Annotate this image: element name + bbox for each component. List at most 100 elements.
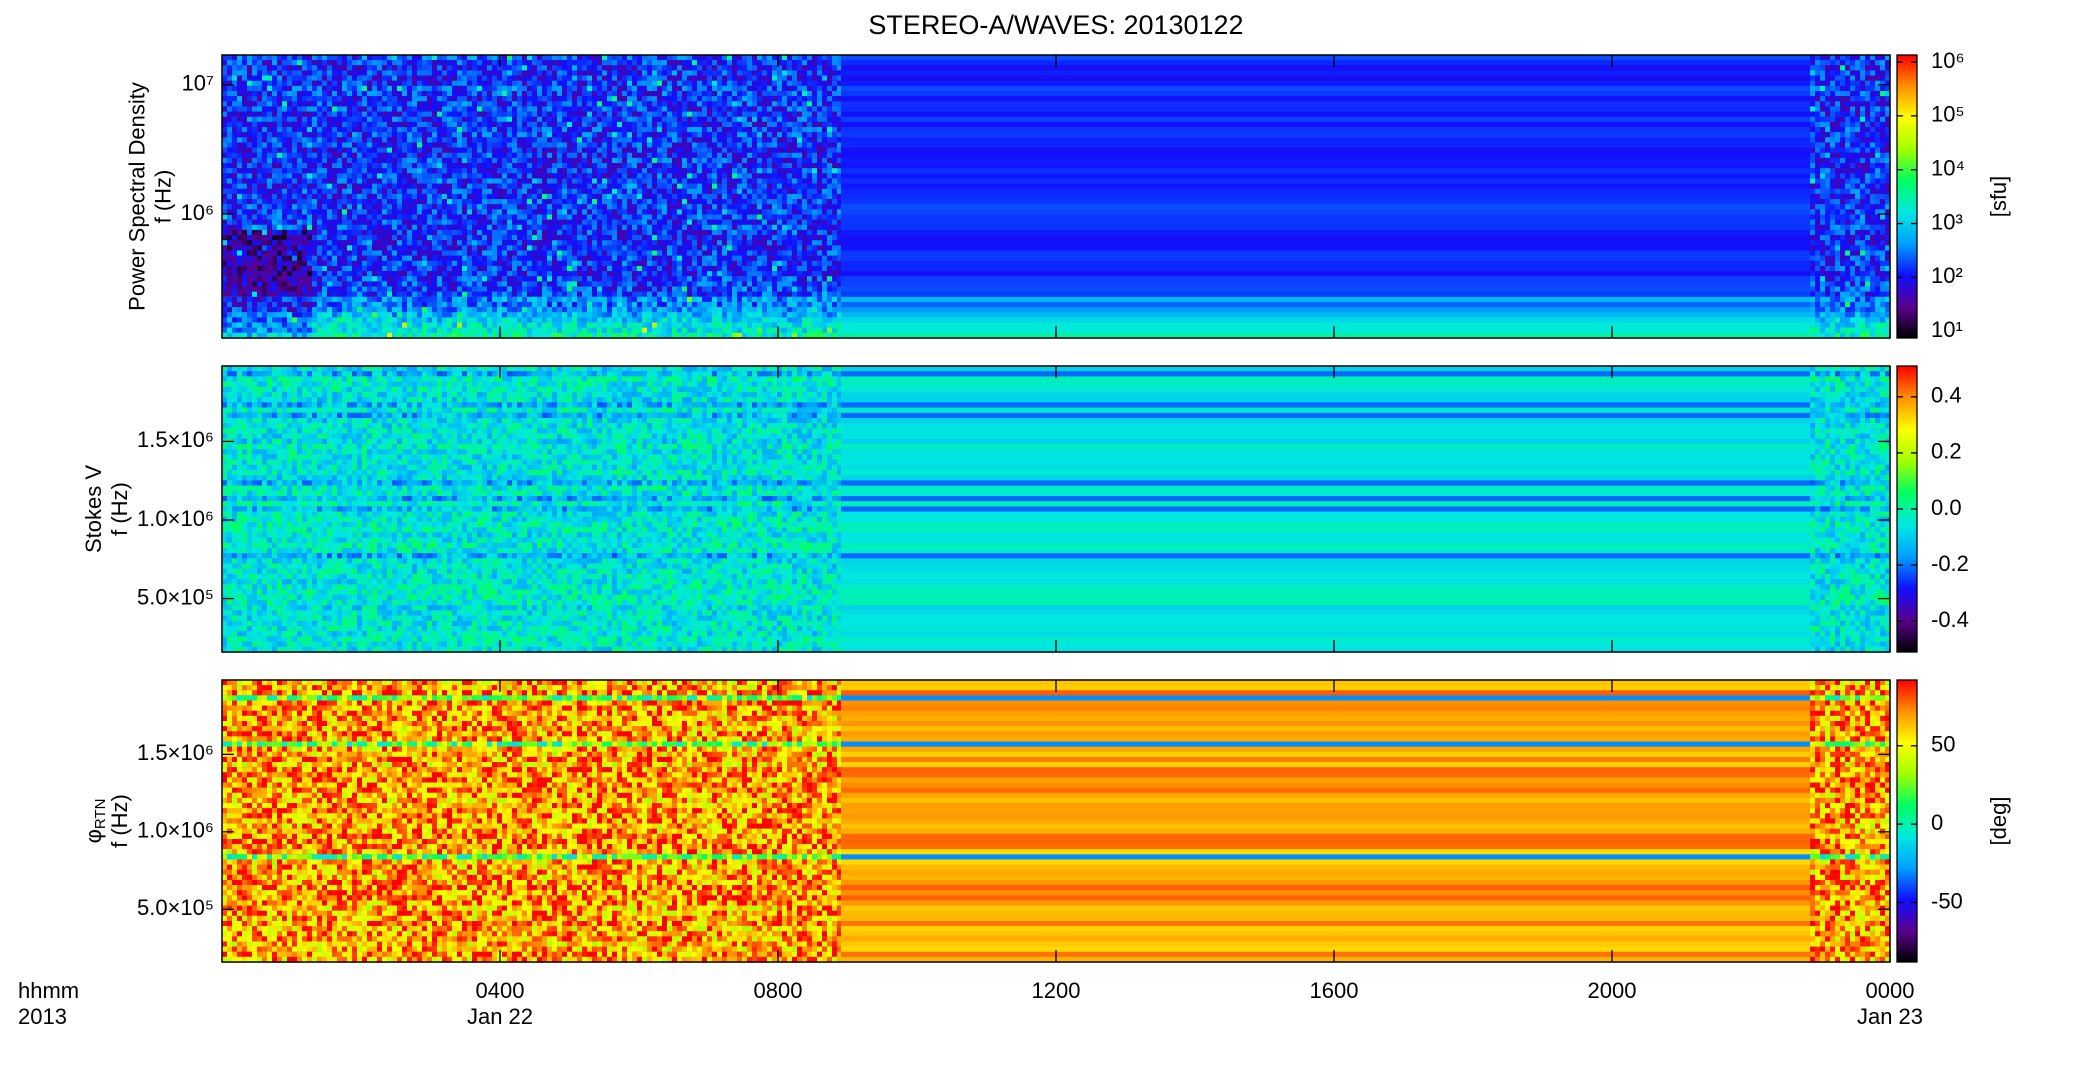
spectrogram-cell (762, 163, 767, 169)
spectrogram-cell (332, 220, 337, 226)
spectrogram-cell (652, 112, 657, 118)
spectrogram-cell (342, 178, 347, 184)
spectrogram-cell (257, 194, 262, 200)
spectrogram-cell (802, 122, 807, 128)
spectrogram-cell (712, 106, 717, 112)
spectrogram-cell (357, 168, 362, 174)
spectrogram-cell (292, 127, 297, 133)
spectrogram-cell (422, 117, 427, 123)
spectrogram-cell (682, 184, 687, 190)
spectrogram-cell (467, 158, 472, 164)
spectrogram-cell (742, 142, 747, 148)
spectrogram-cell (522, 55, 527, 61)
spectrogram-cell (232, 148, 237, 154)
spectrogram-cell (382, 142, 387, 148)
spectrogram-cell (712, 142, 717, 148)
spectrogram-cell (752, 101, 757, 107)
spectrogram-cell (437, 142, 442, 148)
spectrogram-cell (1845, 132, 1850, 138)
spectrogram-cell (337, 194, 342, 200)
spectrogram-cell (617, 163, 622, 169)
spectrogram-cell (1835, 91, 1840, 97)
spectrogram-cell (617, 184, 622, 190)
spectrogram-cell (817, 106, 822, 112)
spectrogram-cell (1810, 60, 1815, 66)
spectrogram-cell (582, 153, 587, 159)
spectrogram-cell (662, 178, 667, 184)
spectrogram-cell (282, 189, 287, 195)
spectrogram-cell (362, 81, 367, 87)
spectrogram-cell (617, 96, 622, 102)
spectrogram-cell (682, 70, 687, 76)
spectrogram-cell (597, 132, 602, 138)
spectrogram-cell (1810, 199, 1815, 205)
spectrogram-cell (1835, 153, 1840, 159)
spectrogram-cell (372, 142, 377, 148)
spectrogram-cell (482, 220, 487, 226)
spectrogram-cell (307, 65, 312, 71)
spectrogram-cell (612, 76, 617, 82)
spectrogram-cell (312, 153, 317, 159)
spectrogram-cell (672, 70, 677, 76)
spectrogram-cell (502, 158, 507, 164)
spectrogram-cell (287, 96, 292, 102)
spectrogram-cell (1850, 65, 1855, 71)
spectrogram-cell (492, 91, 497, 97)
spectrogram-cell (682, 215, 687, 221)
spectrogram-cell (367, 76, 372, 82)
spectrogram-cell (807, 153, 812, 159)
spectrogram-cell (502, 153, 507, 159)
spectrogram-cell (387, 112, 392, 118)
spectrogram-cell (772, 168, 777, 174)
spectrogram-cell (342, 70, 347, 76)
spectrogram-cell (827, 215, 832, 221)
spectrogram-cell (687, 225, 692, 231)
spectrogram-cell (772, 96, 777, 102)
spectrogram-cell (552, 117, 557, 123)
spectrogram-cell (577, 168, 582, 174)
spectrogram-cell (402, 225, 407, 231)
spectrogram-cell (372, 137, 377, 143)
spectrogram-cell (1815, 70, 1820, 76)
spectrogram-cell (587, 189, 592, 195)
spectrogram-cell (547, 148, 552, 154)
spectrogram-cell (717, 76, 722, 82)
spectrogram-cell (427, 60, 432, 66)
spectrogram-cell (477, 148, 482, 154)
spectrogram-cell (832, 230, 837, 236)
spectrogram-cell (812, 168, 817, 174)
spectrogram-cell (397, 230, 402, 236)
spectrogram-cell (412, 76, 417, 82)
spectrogram-cell (412, 101, 417, 107)
spectrogram-cell (262, 225, 267, 231)
spectrogram-cell (522, 153, 527, 159)
spectrogram-cell (837, 86, 841, 92)
spectrogram-cell (1860, 60, 1865, 66)
spectrogram-cell (387, 137, 392, 143)
spectrogram-cell (277, 132, 282, 138)
spectrogram-cell (397, 91, 402, 97)
spectrogram-cell (757, 96, 762, 102)
spectrogram-cell (697, 70, 702, 76)
spectrogram-cell (417, 209, 422, 215)
spectrogram-cell (322, 86, 327, 92)
spectrogram-cell (792, 163, 797, 169)
spectrogram-cell (797, 127, 802, 133)
spectrogram-cell (692, 215, 697, 221)
spectrogram-cell (797, 163, 802, 169)
spectrogram-cell (707, 189, 712, 195)
spectrogram-cell (657, 199, 662, 205)
spectrogram-cell (277, 225, 282, 231)
spectrogram-cell (1875, 106, 1880, 112)
spectrogram-cell (507, 55, 512, 61)
spectrogram-cell (272, 189, 277, 195)
spectrogram-cell (457, 163, 462, 169)
spectrogram-cell (762, 106, 767, 112)
spectrogram-cell (357, 117, 362, 123)
spectrogram-cell (497, 230, 502, 236)
spectrogram-cell (742, 55, 747, 61)
spectrogram-cell (757, 173, 762, 179)
spectrogram-cell (302, 96, 307, 102)
spectrogram-cell (447, 173, 452, 179)
spectrogram-cell (337, 91, 342, 97)
